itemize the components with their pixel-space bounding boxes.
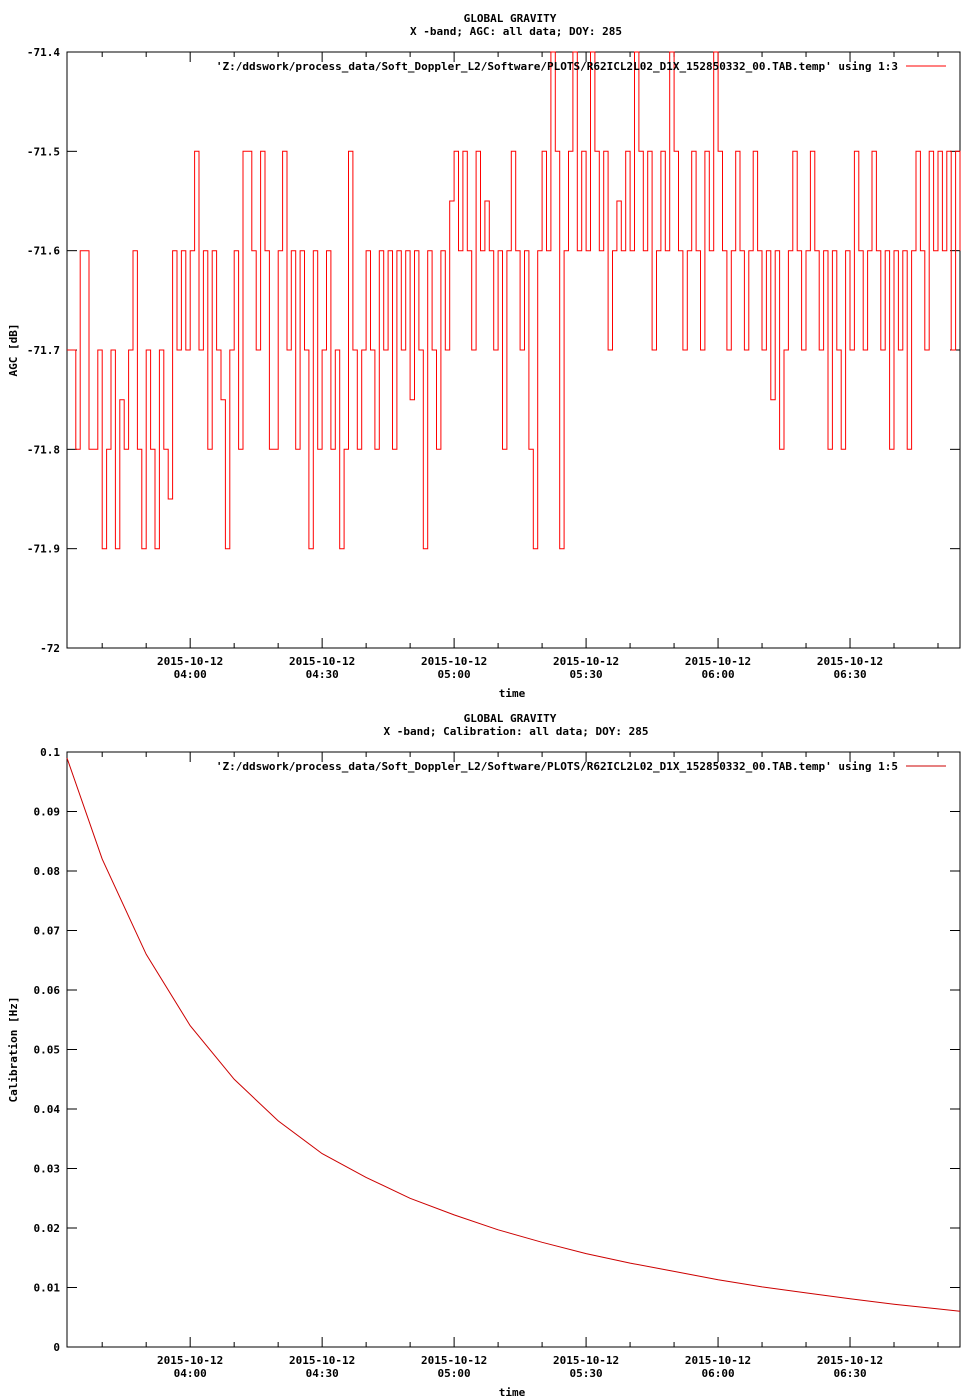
chart-subtitle: X -band; AGC: all data; DOY: 285 <box>410 25 622 38</box>
x-tick-label-date: 2015-10-12 <box>685 1354 751 1367</box>
y-tick-label: -71.6 <box>27 245 60 258</box>
y-tick-label: 0.08 <box>34 865 61 878</box>
x-tick-label-time: 04:00 <box>174 668 207 681</box>
x-tick-label-time: 06:30 <box>833 1367 866 1380</box>
x-tick-label-time: 05:30 <box>570 668 603 681</box>
x-tick-label-time: 05:30 <box>570 1367 603 1380</box>
chart-title: GLOBAL GRAVITY <box>464 12 557 25</box>
y-tick-label: 0 <box>53 1341 60 1354</box>
y-tick-label: 0.06 <box>34 984 61 997</box>
y-tick-label: -71.9 <box>27 543 60 556</box>
x-tick-label-date: 2015-10-12 <box>817 655 883 668</box>
x-tick-label-date: 2015-10-12 <box>421 1354 487 1367</box>
y-tick-label: 0.05 <box>34 1044 61 1057</box>
y-tick-label: -71.4 <box>27 46 60 59</box>
x-tick-label-date: 2015-10-12 <box>421 655 487 668</box>
y-axis-label: AGC [dB] <box>7 324 20 377</box>
x-tick-label-time: 05:00 <box>438 1367 471 1380</box>
x-axis-label: time <box>499 1386 526 1399</box>
series-line <box>67 51 961 550</box>
y-tick-label: 0.01 <box>34 1282 61 1295</box>
x-tick-label-time: 05:00 <box>438 668 471 681</box>
legend-label: 'Z:/ddswork/process_data/Soft_Doppler_L2… <box>216 760 898 773</box>
x-tick-label-date: 2015-10-12 <box>685 655 751 668</box>
y-tick-label: -71.5 <box>27 145 60 158</box>
x-tick-label-date: 2015-10-12 <box>289 655 355 668</box>
y-tick-label: 0.1 <box>40 746 60 759</box>
y-tick-label: -71.8 <box>27 443 60 456</box>
x-tick-label-time: 04:30 <box>306 668 339 681</box>
plot-frame <box>66 751 961 1348</box>
y-tick-label: 0.09 <box>34 806 61 819</box>
x-tick-label-time: 06:00 <box>701 1367 734 1380</box>
y-tick-label: 0.04 <box>34 1103 61 1116</box>
y-tick-label: 0.02 <box>34 1222 61 1235</box>
x-tick-label-date: 2015-10-12 <box>289 1354 355 1367</box>
x-tick-label-date: 2015-10-12 <box>157 1354 223 1367</box>
legend-label: 'Z:/ddswork/process_data/Soft_Doppler_L2… <box>216 60 898 73</box>
y-axis-label: Calibration [Hz] <box>7 997 20 1103</box>
y-tick-label: -72 <box>40 642 60 655</box>
x-tick-label-time: 06:00 <box>701 668 734 681</box>
y-tick-label: 0.03 <box>34 1163 61 1176</box>
y-tick-label: -71.7 <box>27 344 60 357</box>
x-tick-label-date: 2015-10-12 <box>553 655 619 668</box>
x-tick-label-date: 2015-10-12 <box>157 655 223 668</box>
chart-subtitle: X -band; Calibration: all data; DOY: 285 <box>384 725 649 738</box>
x-tick-label-date: 2015-10-12 <box>817 1354 883 1367</box>
x-tick-label-time: 04:30 <box>306 1367 339 1380</box>
series-line <box>66 757 961 1312</box>
y-tick-label: 0.07 <box>34 925 61 938</box>
x-tick-label-time: 06:30 <box>833 668 866 681</box>
chart-title: GLOBAL GRAVITY <box>464 712 557 725</box>
x-tick-label-date: 2015-10-12 <box>553 1354 619 1367</box>
x-axis-label: time <box>499 687 526 700</box>
x-tick-label-time: 04:00 <box>174 1367 207 1380</box>
